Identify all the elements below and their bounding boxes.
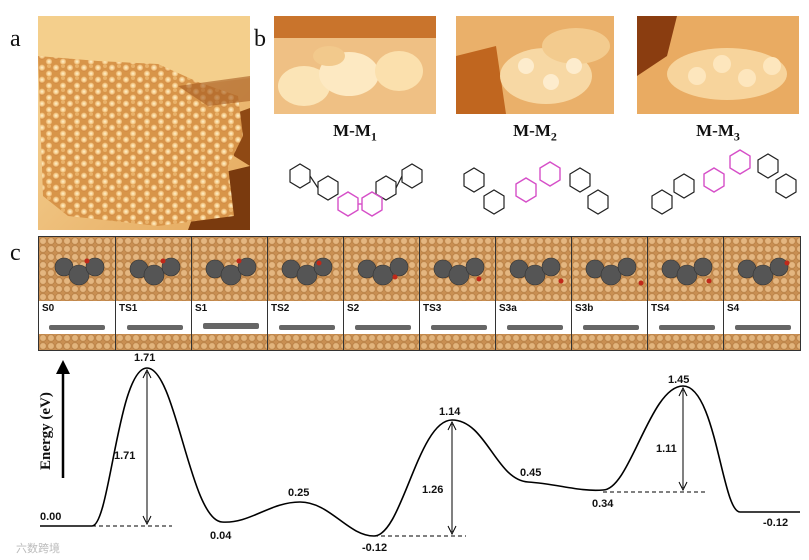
molecule-structure-m-m3 bbox=[651, 149, 797, 215]
energy-profile-chart bbox=[40, 367, 800, 537]
level-label-s1: 0.04 bbox=[210, 530, 232, 542]
stm-image-m-m1 bbox=[274, 16, 436, 114]
barrier-label-1: 1.71 bbox=[114, 450, 136, 462]
dft-snapshot-strip: S0 TS1 S1 TS2 S2 TS3 S3a S3b TS4 S4 bbox=[38, 236, 801, 351]
state-label: TS1 bbox=[119, 303, 138, 314]
barrier-label-3: 1.11 bbox=[656, 443, 677, 455]
stm-image-m-m3 bbox=[637, 16, 799, 114]
molecule-label-m-m1: M-M1 bbox=[333, 121, 377, 144]
level-label-s0: 0.00 bbox=[40, 511, 62, 523]
level-label-ts3: 1.14 bbox=[439, 406, 461, 418]
molecule-label-m-m3: M-M3 bbox=[696, 121, 740, 144]
state-label: S4 bbox=[727, 303, 740, 314]
energy-axis-arrow bbox=[56, 360, 70, 478]
state-label: S0 bbox=[42, 303, 55, 314]
state-label: TS4 bbox=[651, 303, 670, 314]
level-label-ts2: 0.25 bbox=[288, 487, 310, 499]
state-label: S3b bbox=[575, 303, 594, 314]
level-label-s2: -0.12 bbox=[362, 542, 388, 554]
state-label: S3a bbox=[499, 303, 517, 314]
panel-label-b: b bbox=[254, 26, 266, 52]
watermark: 六数跨境 bbox=[16, 542, 60, 555]
state-label: S1 bbox=[195, 303, 208, 314]
snapshot-frame: S0 bbox=[39, 237, 116, 350]
molecule-structure-m-m2 bbox=[463, 161, 609, 215]
stm-image-m-m2 bbox=[456, 16, 614, 114]
level-label-ts4: 1.45 bbox=[668, 374, 690, 386]
state-label: TS2 bbox=[271, 303, 290, 314]
adsorbed-molecules bbox=[49, 257, 791, 330]
energy-profile-curve bbox=[40, 367, 800, 537]
level-label-s3: 0.45 bbox=[520, 467, 542, 479]
panel-label-a: a bbox=[10, 26, 21, 52]
level-label-ts1: 1.71 bbox=[134, 352, 156, 364]
state-label: TS3 bbox=[423, 303, 442, 314]
level-label-s4: -0.12 bbox=[763, 517, 789, 529]
molecule-label-m-m2: M-M2 bbox=[513, 121, 557, 144]
molecule-structure-m-m1 bbox=[289, 163, 423, 217]
stm-image-a bbox=[38, 16, 250, 230]
panel-label-c: c bbox=[10, 240, 21, 266]
barrier-label-2: 1.26 bbox=[422, 484, 444, 496]
state-label: S2 bbox=[347, 303, 360, 314]
level-label-s3b: 0.34 bbox=[592, 498, 614, 510]
